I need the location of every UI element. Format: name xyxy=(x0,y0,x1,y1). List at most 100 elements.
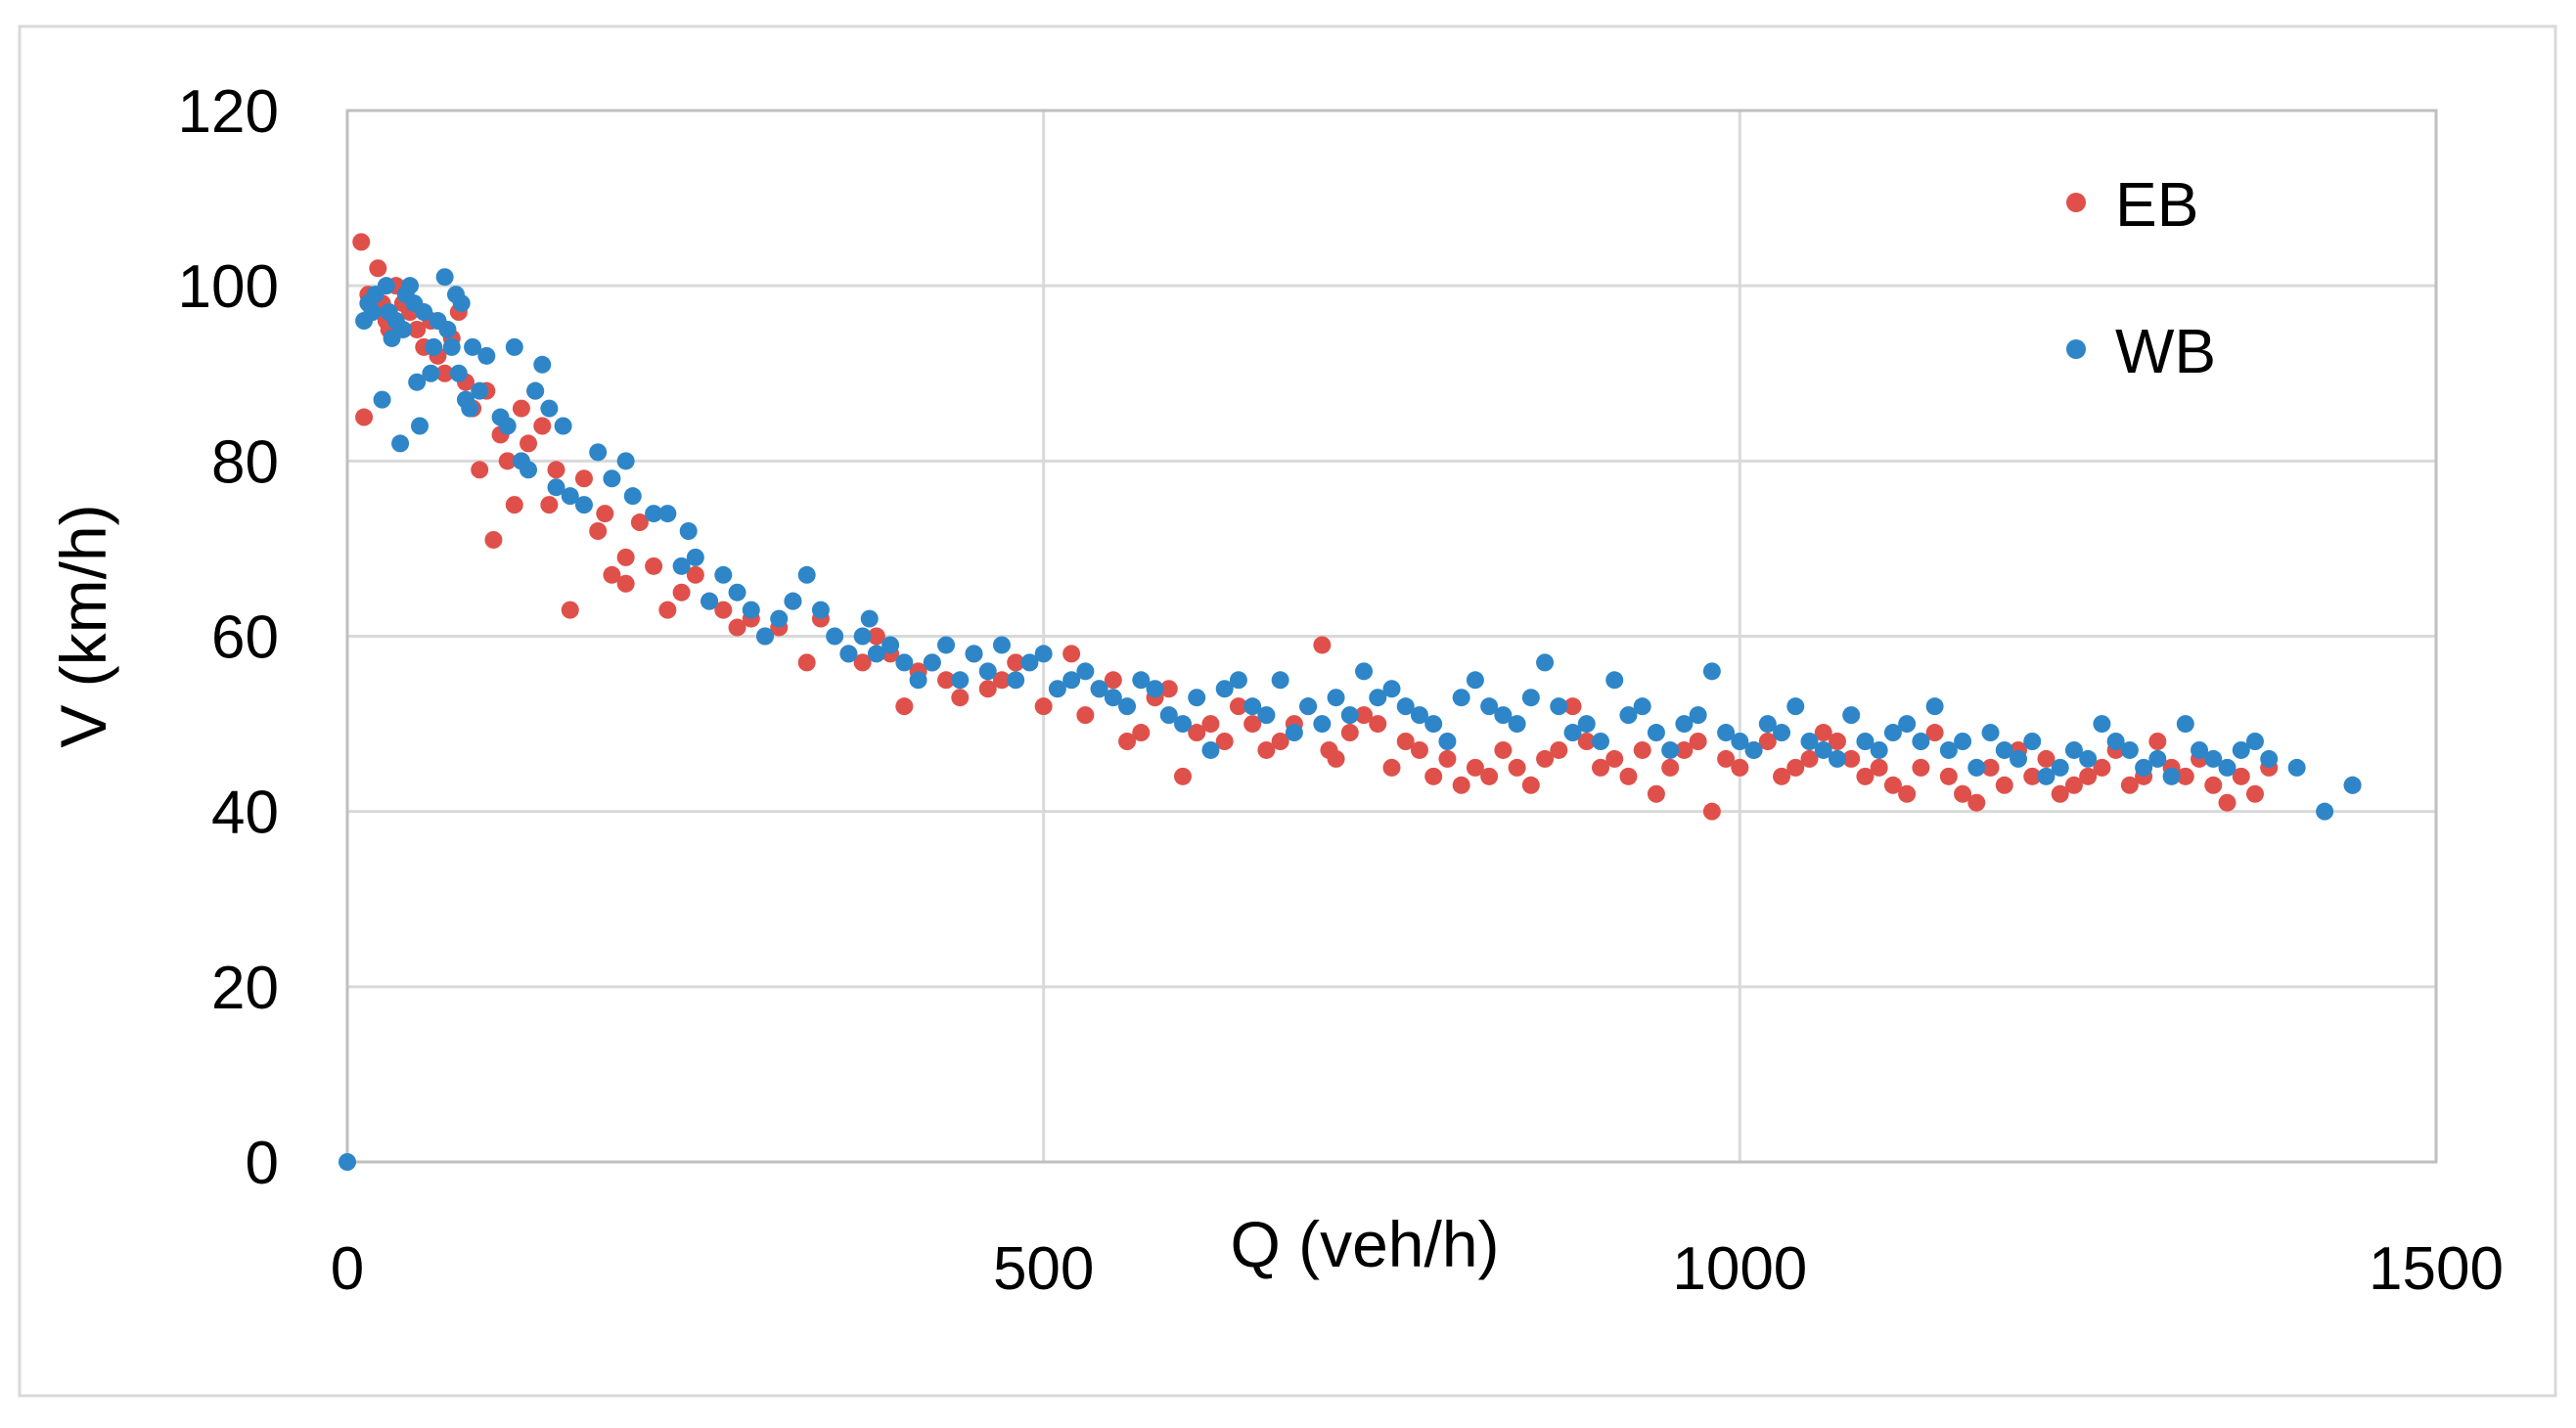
data-point-wb xyxy=(797,565,816,584)
data-point-wb xyxy=(393,320,412,338)
data-point-wb xyxy=(1215,680,1234,698)
data-point-eb xyxy=(895,697,914,716)
data-point-wb xyxy=(1563,724,1582,742)
chart-frame xyxy=(18,24,2557,1398)
data-point-wb xyxy=(1800,733,1819,750)
data-point-wb xyxy=(2260,749,2279,768)
data-point-eb xyxy=(1786,758,1805,777)
data-point-wb xyxy=(1466,671,1484,690)
data-point-wb xyxy=(1689,706,1707,725)
data-point-eb xyxy=(867,627,885,646)
data-point-wb xyxy=(1773,724,1791,742)
data-point-wb xyxy=(1731,733,1749,750)
data-point-wb xyxy=(1355,662,1374,681)
data-point-wb xyxy=(554,417,572,435)
data-point-eb xyxy=(484,530,503,549)
data-point-eb xyxy=(547,461,565,479)
data-point-wb xyxy=(1480,697,1499,716)
data-point-wb xyxy=(700,592,719,610)
data-point-wb xyxy=(1424,715,1443,734)
data-point-eb xyxy=(1313,636,1332,654)
data-point-wb xyxy=(978,662,997,681)
data-point-wb xyxy=(438,320,457,338)
data-point-wb xyxy=(860,609,879,628)
data-point-eb xyxy=(937,671,956,690)
data-point-eb xyxy=(1076,706,1095,725)
data-point-wb xyxy=(1508,715,1526,734)
data-point-eb xyxy=(603,565,621,584)
data-point-wb xyxy=(464,337,482,356)
data-point-eb xyxy=(1410,740,1428,759)
data-point-eb xyxy=(1689,733,1707,750)
data-point-wb xyxy=(728,583,746,602)
data-point-wb xyxy=(811,601,830,619)
data-point-eb xyxy=(1229,697,1247,716)
data-point-eb xyxy=(355,408,374,426)
data-point-wb xyxy=(2051,758,2069,777)
data-point-eb xyxy=(645,557,663,575)
data-point-eb xyxy=(1981,758,2000,777)
data-point-wb xyxy=(603,469,621,488)
data-point-wb xyxy=(449,364,468,382)
data-point-wb xyxy=(461,399,479,418)
data-point-wb xyxy=(1898,715,1917,734)
data-point-wb xyxy=(1605,671,1624,690)
x-axis-ticks: 0 500 1000 1500 xyxy=(331,1235,2504,1303)
data-point-wb xyxy=(895,653,914,672)
data-point-wb xyxy=(1786,697,1805,716)
data-point-wb xyxy=(1828,749,1846,768)
data-point-wb xyxy=(533,355,552,374)
data-point-wb xyxy=(1592,733,1609,750)
data-point-eb xyxy=(1007,653,1025,672)
data-point-wb xyxy=(2287,758,2306,777)
data-point-wb xyxy=(373,390,391,409)
data-point-eb xyxy=(1939,767,1958,785)
data-point-wb xyxy=(1954,733,1972,750)
data-point-eb xyxy=(2204,776,2223,794)
data-point-wb xyxy=(2232,740,2250,759)
data-point-wb xyxy=(645,505,663,523)
data-point-wb xyxy=(425,337,443,356)
plot-area xyxy=(345,109,2438,1164)
data-point-wb xyxy=(1814,740,1832,759)
data-point-eb xyxy=(1494,740,1513,759)
data-point-wb xyxy=(756,627,774,646)
data-point-wb xyxy=(1842,706,1861,725)
data-point-eb xyxy=(1967,793,1986,812)
data-point-eb xyxy=(435,364,454,382)
data-point-wb xyxy=(540,399,559,418)
data-point-wb xyxy=(411,417,429,435)
data-point-eb xyxy=(1647,784,1665,803)
data-point-eb xyxy=(1577,733,1596,750)
data-point-eb xyxy=(686,565,704,584)
data-point-eb xyxy=(1995,776,2013,794)
data-point-eb xyxy=(2245,784,2264,803)
data-point-eb xyxy=(369,259,387,278)
data-point-wb xyxy=(1536,653,1555,672)
data-point-eb xyxy=(616,574,635,593)
data-point-wb xyxy=(2204,749,2223,768)
data-point-wb xyxy=(1034,645,1053,663)
y-tick-label: 80 xyxy=(211,428,279,496)
data-point-wb xyxy=(742,601,760,619)
data-point-wb xyxy=(1981,724,2000,742)
data-point-wb xyxy=(2023,733,2042,750)
data-point-wb xyxy=(2037,767,2056,785)
data-point-eb xyxy=(1883,776,1902,794)
data-point-wb xyxy=(2148,749,2167,768)
data-point-wb xyxy=(770,609,789,628)
data-point-eb xyxy=(728,618,746,637)
data-point-eb xyxy=(1702,802,1721,821)
x-tick-label: 0 xyxy=(331,1235,364,1303)
data-point-eb xyxy=(1257,740,1276,759)
data-point-wb xyxy=(1201,740,1220,759)
data-point-wb xyxy=(2120,740,2139,759)
data-point-eb xyxy=(1118,733,1137,750)
data-point-wb xyxy=(881,636,900,654)
data-point-wb xyxy=(686,548,704,566)
data-point-eb xyxy=(1215,733,1234,750)
data-point-wb xyxy=(2064,740,2083,759)
data-point-wb xyxy=(1174,715,1192,734)
